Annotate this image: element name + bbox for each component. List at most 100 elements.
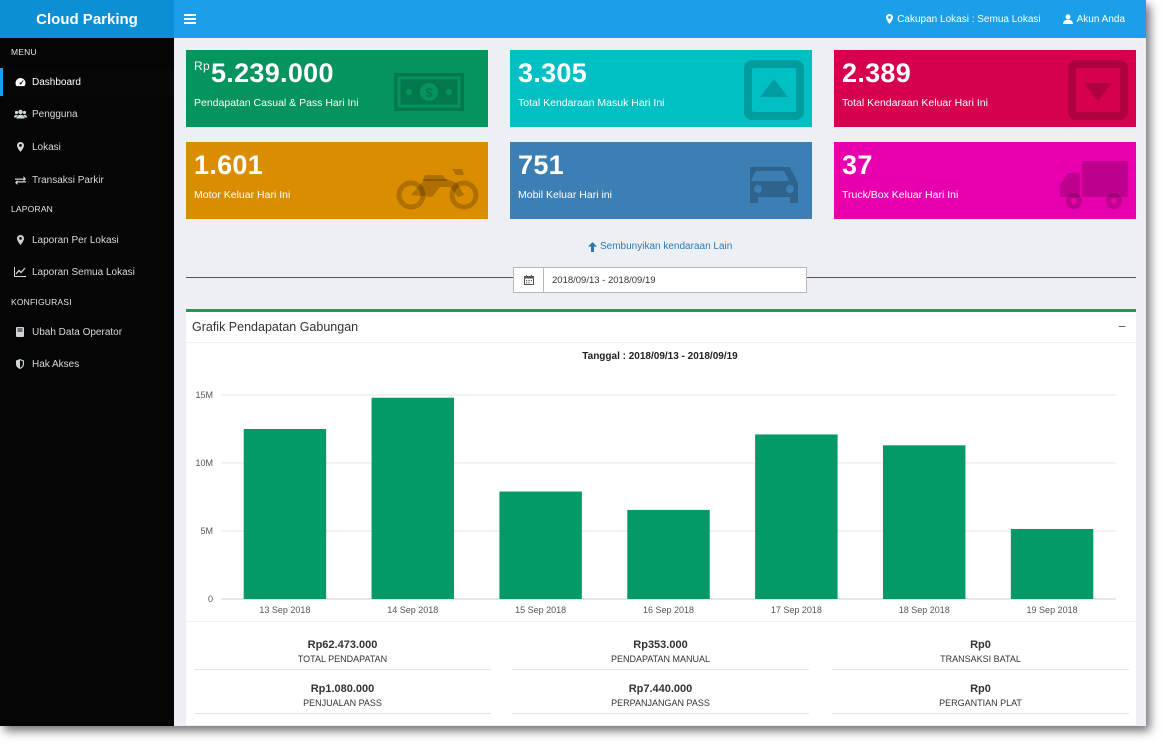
map-marker-icon (886, 14, 894, 24)
stat-box-pendapatan: Rp5.239.000 Pendapatan Casual & Pass Har… (186, 50, 488, 127)
summary-value: Rp0 (970, 683, 991, 695)
summary-label: PERGANTIAN PLAT (939, 698, 1022, 708)
stat-value: 1.601 (194, 150, 264, 180)
summary-value: Rp0 (970, 639, 991, 651)
shield-icon (13, 358, 27, 370)
sidebar-item-laporan-semua-lokasi[interactable]: Laporan Semua Lokasi (0, 258, 174, 286)
stat-label: Total Kendaraan Keluar Hari Ini (842, 97, 988, 109)
sidebar-item-label: Hak Akses (32, 358, 80, 370)
sidebar-item-hak-akses[interactable]: Hak Akses (0, 350, 174, 378)
arrow-up-square-icon (744, 60, 804, 120)
stat-label: Motor Keluar Hari Ini (194, 189, 291, 201)
sidebar-item-label: Ubah Data Operator (32, 326, 123, 338)
sidebar-item-lokasi[interactable]: Lokasi (0, 133, 174, 161)
x-tick-label: 17 Sep 2018 (771, 605, 822, 615)
sidebar-item-transaksi-parkir[interactable]: Transaksi Parkir (0, 166, 174, 194)
stat-label: Mobil Keluar Hari ini (518, 189, 612, 201)
calendar-icon[interactable] (514, 268, 544, 292)
stat-label: Total Kendaraan Masuk Hari Ini (518, 97, 665, 109)
bar[interactable] (1010, 528, 1094, 599)
app-window: Cloud Parking Cakupan Lokasi : Semua Lok… (0, 0, 1146, 726)
dashboard-icon (13, 76, 27, 88)
date-range-picker[interactable] (513, 267, 807, 293)
stat-number: 5.239.000 (210, 58, 334, 88)
bar[interactable] (627, 509, 710, 599)
user-icon (1062, 14, 1073, 24)
y-tick-label: 0 (208, 594, 213, 604)
exchange-icon (13, 174, 27, 186)
currency-prefix: Rp (194, 59, 210, 73)
collapse-button[interactable]: − (1117, 318, 1126, 334)
bar[interactable] (371, 397, 455, 599)
y-tick-label: 15M (195, 390, 213, 400)
summary-penjualan-pass: Rp1.080.000 PENJUALAN PASS (194, 683, 491, 714)
sidebar-toggle-icon[interactable] (184, 11, 196, 25)
summary-label: PENJUALAN PASS (303, 698, 382, 708)
summary-divider (186, 621, 1136, 622)
sidebar-item-label: Transaksi Parkir (32, 174, 104, 186)
sidebar-item-label: Laporan Semua Lokasi (32, 266, 135, 278)
arrow-up-icon (588, 241, 597, 252)
stat-value: Rp5.239.000 (194, 58, 334, 89)
stat-box-motor-keluar: 1.601 Motor Keluar Hari Ini (186, 142, 488, 219)
summary-perpanjangan-pass: Rp7.440.000 PERPANJANGAN PASS (512, 683, 809, 714)
x-axis: 13 Sep 2018 14 Sep 2018 15 Sep 2018 16 Sep … (259, 605, 1077, 615)
x-tick-label: 15 Sep 2018 (515, 605, 566, 615)
sidebar-item-pengguna[interactable]: Pengguna (0, 100, 174, 128)
account-menu[interactable]: Akun Anda (1062, 13, 1125, 25)
x-tick-label: 19 Sep 2018 (1027, 605, 1078, 615)
y-axis: 0 5M 10M 15M (195, 390, 213, 604)
summary-value: Rp353.000 (633, 639, 688, 651)
car-icon (750, 167, 798, 203)
sidebar-item-laporan-per-lokasi[interactable]: Laporan Per Lokasi (0, 226, 174, 254)
top-navbar: Cakupan Lokasi : Semua Lokasi Akun Anda (174, 0, 1146, 38)
x-tick-label: 18 Sep 2018 (899, 605, 950, 615)
sidebar-item-label: Pengguna (32, 108, 78, 120)
sidebar-item-dashboard[interactable]: Dashboard (0, 68, 174, 96)
hide-other-vehicles-link[interactable]: Sembunyikan kendaraan Lain (588, 241, 732, 252)
sidebar-header-konfigurasi: KONFIGURASI (11, 297, 72, 307)
revenue-chart-panel: Grafik Pendapatan Gabungan − Tanggal : 2… (186, 309, 1136, 725)
sidebar-header-menu: MENU (11, 47, 37, 57)
bar[interactable] (755, 434, 838, 599)
stat-box-mobil-keluar: 751 Mobil Keluar Hari ini (510, 142, 812, 219)
bar[interactable] (243, 429, 327, 599)
navbar-right: Cakupan Lokasi : Semua Lokasi Akun Anda (886, 0, 1125, 38)
stat-value: 3.305 (518, 58, 588, 88)
account-label: Akun Anda (1076, 13, 1125, 25)
summary-value: Rp62.473.000 (307, 639, 378, 651)
location-scope-link[interactable]: Cakupan Lokasi : Semua Lokasi (886, 13, 1041, 25)
book-icon (13, 326, 27, 338)
truck-icon (1060, 161, 1128, 209)
x-tick-label: 14 Sep 2018 (387, 605, 438, 615)
location-scope-label: Cakupan Lokasi : Semua Lokasi (897, 13, 1041, 25)
panel-header-divider (186, 342, 1136, 343)
motorcycle-icon (396, 169, 479, 210)
bar[interactable] (882, 445, 966, 599)
sidebar: MENU Dashboard Pengguna Lokasi Transaksi… (0, 38, 174, 726)
stat-value: 751 (518, 150, 564, 180)
summary-total-pendapatan: Rp62.473.000 TOTAL PENDAPATAN (194, 639, 491, 670)
stat-box-truck-keluar: 37 Truck/Box Keluar Hari Ini (834, 142, 1136, 219)
sidebar-header-laporan: LAPORAN (11, 204, 54, 214)
stat-label: Pendapatan Casual & Pass Hari Ini (194, 97, 359, 109)
y-tick-label: 5M (200, 526, 213, 536)
date-range-input[interactable] (544, 268, 806, 292)
chart-title: Tanggal : 2018/09/13 - 2018/09/19 (582, 351, 738, 362)
app-logo[interactable]: Cloud Parking (0, 0, 174, 38)
summary-value: Rp1.080.000 (310, 683, 375, 695)
summary-value: Rp7.440.000 (628, 683, 693, 695)
arrow-down-square-icon (1068, 60, 1128, 120)
users-icon (13, 108, 27, 120)
stat-box-kendaraan-keluar: 2.389 Total Kendaraan Keluar Hari Ini (834, 50, 1136, 127)
sidebar-item-ubah-data-operator[interactable]: Ubah Data Operator (0, 318, 174, 346)
map-marker-icon (13, 234, 27, 246)
summary-pergantian-plat: Rp0 PERGANTIAN PLAT (832, 683, 1129, 714)
summary-label: TOTAL PENDAPATAN (297, 654, 388, 664)
chart-bars (243, 397, 1094, 599)
sidebar-item-label: Lokasi (32, 141, 61, 153)
x-tick-label: 16 Sep 2018 (643, 605, 694, 615)
stat-label: Truck/Box Keluar Hari Ini (842, 189, 959, 201)
svg-text:$: $ (425, 85, 433, 100)
bar[interactable] (499, 491, 582, 599)
